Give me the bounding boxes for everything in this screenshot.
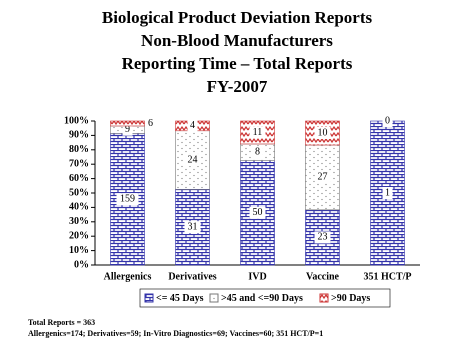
x-tick-label: Derivatives: [168, 271, 216, 282]
x-tick-label: 351 HCT/P: [363, 271, 411, 282]
y-tick-label: 80%: [69, 144, 89, 155]
bar-segment: [110, 120, 145, 127]
data-label: 31: [188, 221, 198, 232]
label-box: [145, 117, 156, 130]
legend-label: >90 Days: [331, 293, 370, 304]
data-label: 10: [318, 127, 328, 138]
data-label: 1: [385, 187, 390, 198]
legend-box: [139, 288, 391, 308]
chart-title: Reporting Time – Total Reports: [122, 54, 353, 73]
x-tick-label: IVD: [248, 271, 266, 282]
data-label: 50: [253, 207, 263, 218]
y-tick-label: 20%: [69, 230, 89, 241]
label-box: [252, 146, 263, 159]
y-tick-label: 30%: [69, 216, 89, 227]
y-tick-label: 10%: [69, 245, 89, 256]
data-label: 4: [190, 120, 195, 131]
y-tick-label: 40%: [69, 202, 89, 213]
data-label: 6: [148, 118, 153, 129]
note: Total Reports = 363: [28, 318, 95, 327]
legend-label: <= 45 Days: [156, 293, 204, 304]
legend-swatch: [144, 293, 154, 303]
data-label: 9: [125, 124, 130, 135]
data-label: 8: [255, 147, 260, 158]
label-box: [382, 115, 393, 127]
data-label: 159: [120, 194, 135, 205]
label-box: [249, 126, 266, 139]
label-box: [382, 187, 393, 199]
x-tick-label: Vaccine: [306, 271, 340, 282]
y-tick-label: 50%: [69, 187, 89, 198]
chart-title: Non-Blood Manufacturers: [141, 31, 333, 50]
label-box: [184, 154, 201, 167]
data-label: 11: [253, 127, 263, 138]
legend-swatch: [209, 293, 219, 303]
y-tick-label: 60%: [69, 173, 89, 184]
data-label: 27: [318, 172, 328, 183]
legend-swatch: [319, 293, 329, 303]
label-box: [314, 127, 331, 139]
chart-title: Biological Product Deviation Reports: [102, 8, 373, 27]
x-tick-label: Allergenics: [104, 271, 152, 282]
chart-title: FY-2007: [207, 77, 268, 96]
y-tick-label: 0%: [74, 259, 89, 270]
data-label: 23: [318, 232, 328, 243]
label-box: [249, 206, 266, 219]
label-box: [116, 193, 139, 206]
label-box: [314, 231, 331, 244]
label-box: [122, 123, 133, 136]
note: Allergenics=174; Derivatives=59; In-Vitr…: [28, 329, 323, 338]
data-label: 24: [188, 154, 198, 165]
legend-label: >45 and <=90 Days: [221, 293, 303, 304]
data-label: 0: [385, 115, 390, 126]
y-tick-label: 90%: [69, 130, 89, 141]
label-box: [184, 221, 201, 234]
y-tick-label: 70%: [69, 158, 89, 169]
y-tick-label: 100%: [64, 115, 89, 126]
label-box: [314, 171, 331, 184]
label-box: [187, 119, 198, 132]
